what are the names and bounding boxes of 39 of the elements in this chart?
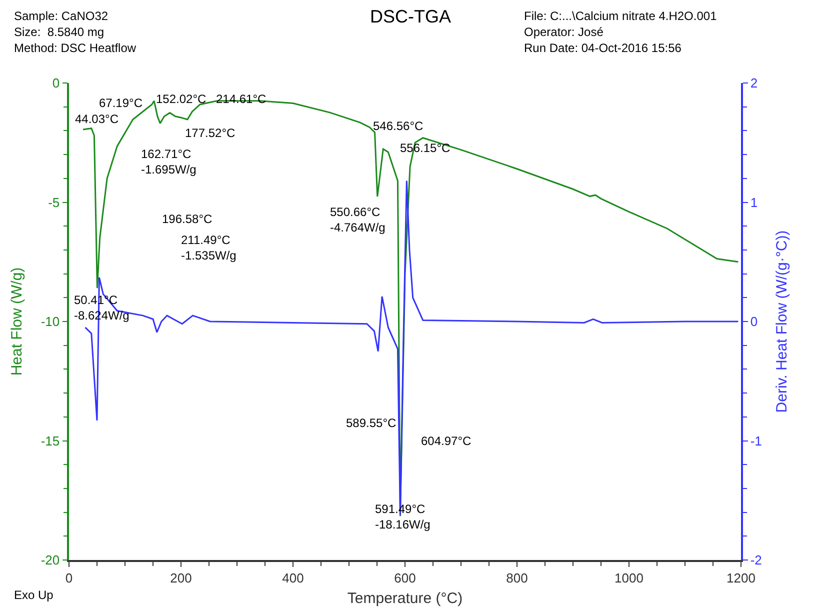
text: Run Date: 04-Oct-2016 15:56 [524,41,682,55]
y-tick-label: -10 [40,314,60,330]
annotation: 211.49°C -1.535W/g [181,233,236,263]
annotation: 196.58°C [162,212,212,226]
annotation: 546.56°C [373,119,424,133]
y-tick-label: 0 [52,76,60,91]
y2-tick-label: -1 [750,433,762,448]
x-tick-label: 0 [65,570,73,586]
x-tick-label: 1000 [614,570,644,586]
y2-tick-label: -2 [750,552,762,568]
text: Method: DSC Heatflow [14,41,136,55]
x-tick-label: 800 [506,570,528,586]
y2-axis-title: Deriv. Heat Flow (W/(g·°C)) [773,230,790,413]
text: Exo Up [14,588,54,602]
annotation: 604.97°C [421,434,472,448]
annotation: 162.71°C -1.695W/g [141,147,196,177]
x-tick-label: 400 [282,570,304,586]
x-tick-label: 600 [394,570,416,586]
y2-tick-label: 1 [750,194,758,210]
y-tick-label: -15 [40,433,60,448]
annotation: 550.66°C -4.764W/g [330,205,386,235]
text: Sample: CaNO32 [14,9,108,23]
annotation: 67.19°C [99,96,143,110]
y-tick-label: -5 [48,194,60,210]
text: File: C:...\Calcium nitrate 4.H2O.001 [524,9,718,23]
annotation: 589.55°C [346,416,396,430]
text: Operator: José [524,25,604,39]
y2-tick-label: 2 [750,76,758,91]
annotation: 44.03°C [75,112,119,126]
y2-tick-label: 0 [750,314,758,330]
y-tick-label: -20 [40,552,60,568]
x-tick-label: 1200 [726,570,756,586]
annotation: 152.02°C [156,92,206,106]
annotation: 177.52°C [185,126,236,140]
x-tick-label: 200 [170,570,192,586]
y-axis-title: Heat Flow (W/g) [8,267,26,376]
text: Size: 8.5840 mg [14,25,104,39]
chart-title: DSC-TGA [370,6,451,27]
x-axis-title: Temperature (°C) [347,590,463,607]
